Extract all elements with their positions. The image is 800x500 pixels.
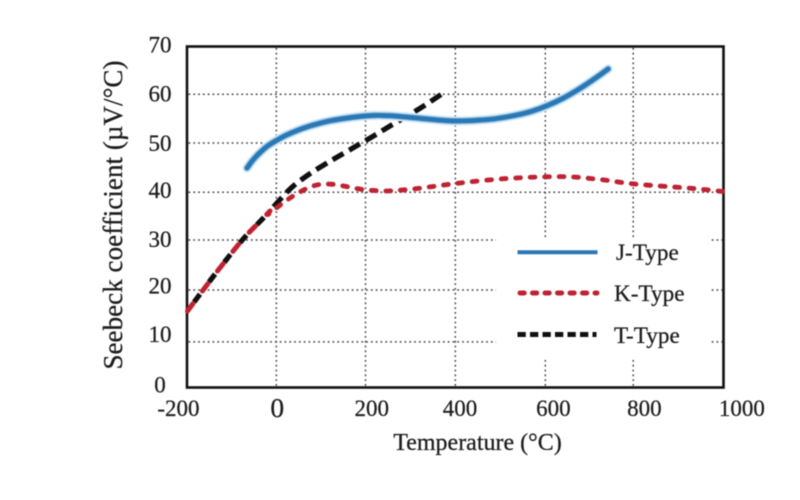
svg-text:0: 0 bbox=[154, 373, 166, 398]
svg-text:T-Type: T-Type bbox=[614, 323, 680, 349]
svg-text:J-Type: J-Type bbox=[616, 240, 679, 266]
svg-text:0: 0 bbox=[270, 392, 284, 423]
svg-text:800: 800 bbox=[627, 396, 662, 421]
svg-text:30: 30 bbox=[149, 227, 172, 252]
svg-text:K-Type: K-Type bbox=[614, 281, 685, 307]
svg-text:60: 60 bbox=[149, 82, 172, 107]
svg-text:70: 70 bbox=[149, 33, 172, 58]
svg-text:50: 50 bbox=[149, 131, 172, 156]
svg-text:20: 20 bbox=[149, 274, 172, 299]
svg-text:10: 10 bbox=[149, 322, 172, 347]
svg-text:600: 600 bbox=[536, 396, 571, 421]
svg-text:-200: -200 bbox=[157, 396, 199, 421]
svg-text:40: 40 bbox=[149, 178, 172, 203]
svg-text:400: 400 bbox=[443, 396, 478, 421]
svg-text:Seebeck coefficient (µV/°C): Seebeck coefficient (µV/°C) bbox=[98, 60, 128, 369]
svg-text:Temperature (°C): Temperature (°C) bbox=[393, 430, 562, 456]
svg-text:1000: 1000 bbox=[719, 396, 765, 421]
svg-text:200: 200 bbox=[355, 396, 390, 421]
